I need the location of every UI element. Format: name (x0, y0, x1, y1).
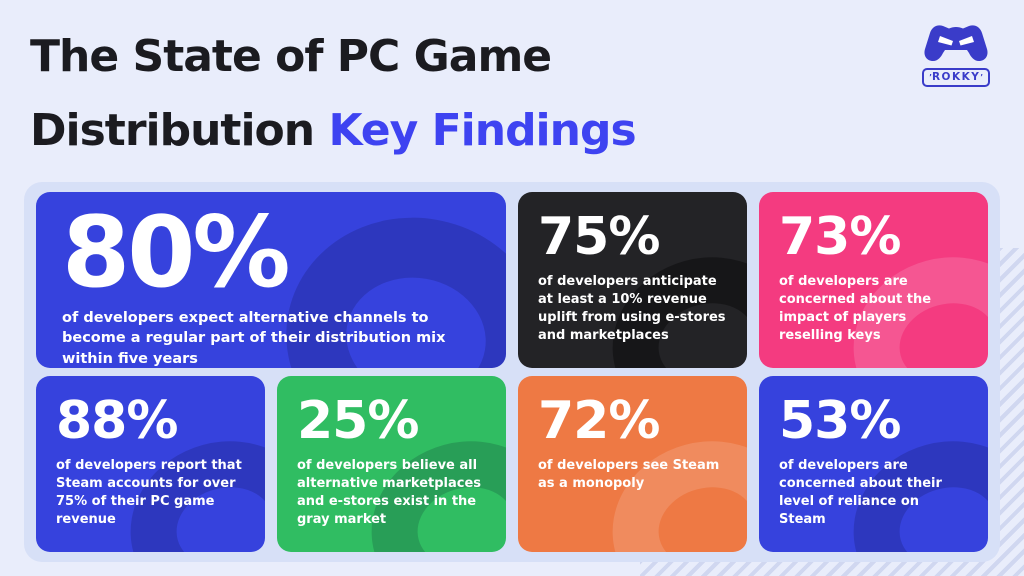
stat-value: 88% (56, 391, 178, 451)
stat-value: 73% (779, 207, 901, 267)
stat-description: of developers are concerned about their … (779, 457, 942, 528)
stat-description: of developers see Steam as a monopoly (538, 457, 720, 491)
stat-description: of developers believe all alternative ma… (297, 457, 482, 528)
stat-card-72: 72% of developers see Steam as a monopol… (518, 376, 747, 552)
stat-description: of developers report that Steam accounts… (56, 457, 242, 528)
stat-value: 25% (297, 391, 419, 451)
stat-description: of developers are concerned about the im… (779, 273, 932, 344)
stat-value: 53% (779, 391, 901, 451)
stat-description: of developers anticipate at least a 10% … (538, 273, 726, 344)
stat-card-75: 75% of developers anticipate at least a … (518, 192, 747, 368)
title-line2-accent: Key Findings (328, 105, 636, 156)
stat-value: 80% (62, 196, 291, 310)
findings-panel: 80% of developers expect alternative cha… (24, 182, 1000, 562)
rokky-logo: ’ROKKY’ (922, 22, 990, 87)
title-line2-dark: Distribution (30, 105, 315, 156)
stat-card-53: 53% of developers are concerned about th… (759, 376, 988, 552)
stat-value: 75% (538, 207, 660, 267)
stat-card-80: 80% of developers expect alternative cha… (36, 192, 506, 368)
page-title: The State of PC Game Distribution Key Fi… (30, 20, 637, 168)
gamepad-icon (923, 22, 989, 66)
stat-value: 72% (538, 391, 660, 451)
stat-card-88: 88% of developers report that Steam acco… (36, 376, 265, 552)
rokky-wordmark: ’ROKKY’ (922, 68, 990, 87)
stat-card-73: 73% of developers are concerned about th… (759, 192, 988, 368)
stat-card-25: 25% of developers believe all alternativ… (277, 376, 506, 552)
header: The State of PC Game Distribution Key Fi… (0, 0, 1024, 168)
title-line1: The State of PC Game (30, 31, 552, 82)
stat-description: of developers expect alternative channel… (62, 310, 446, 367)
